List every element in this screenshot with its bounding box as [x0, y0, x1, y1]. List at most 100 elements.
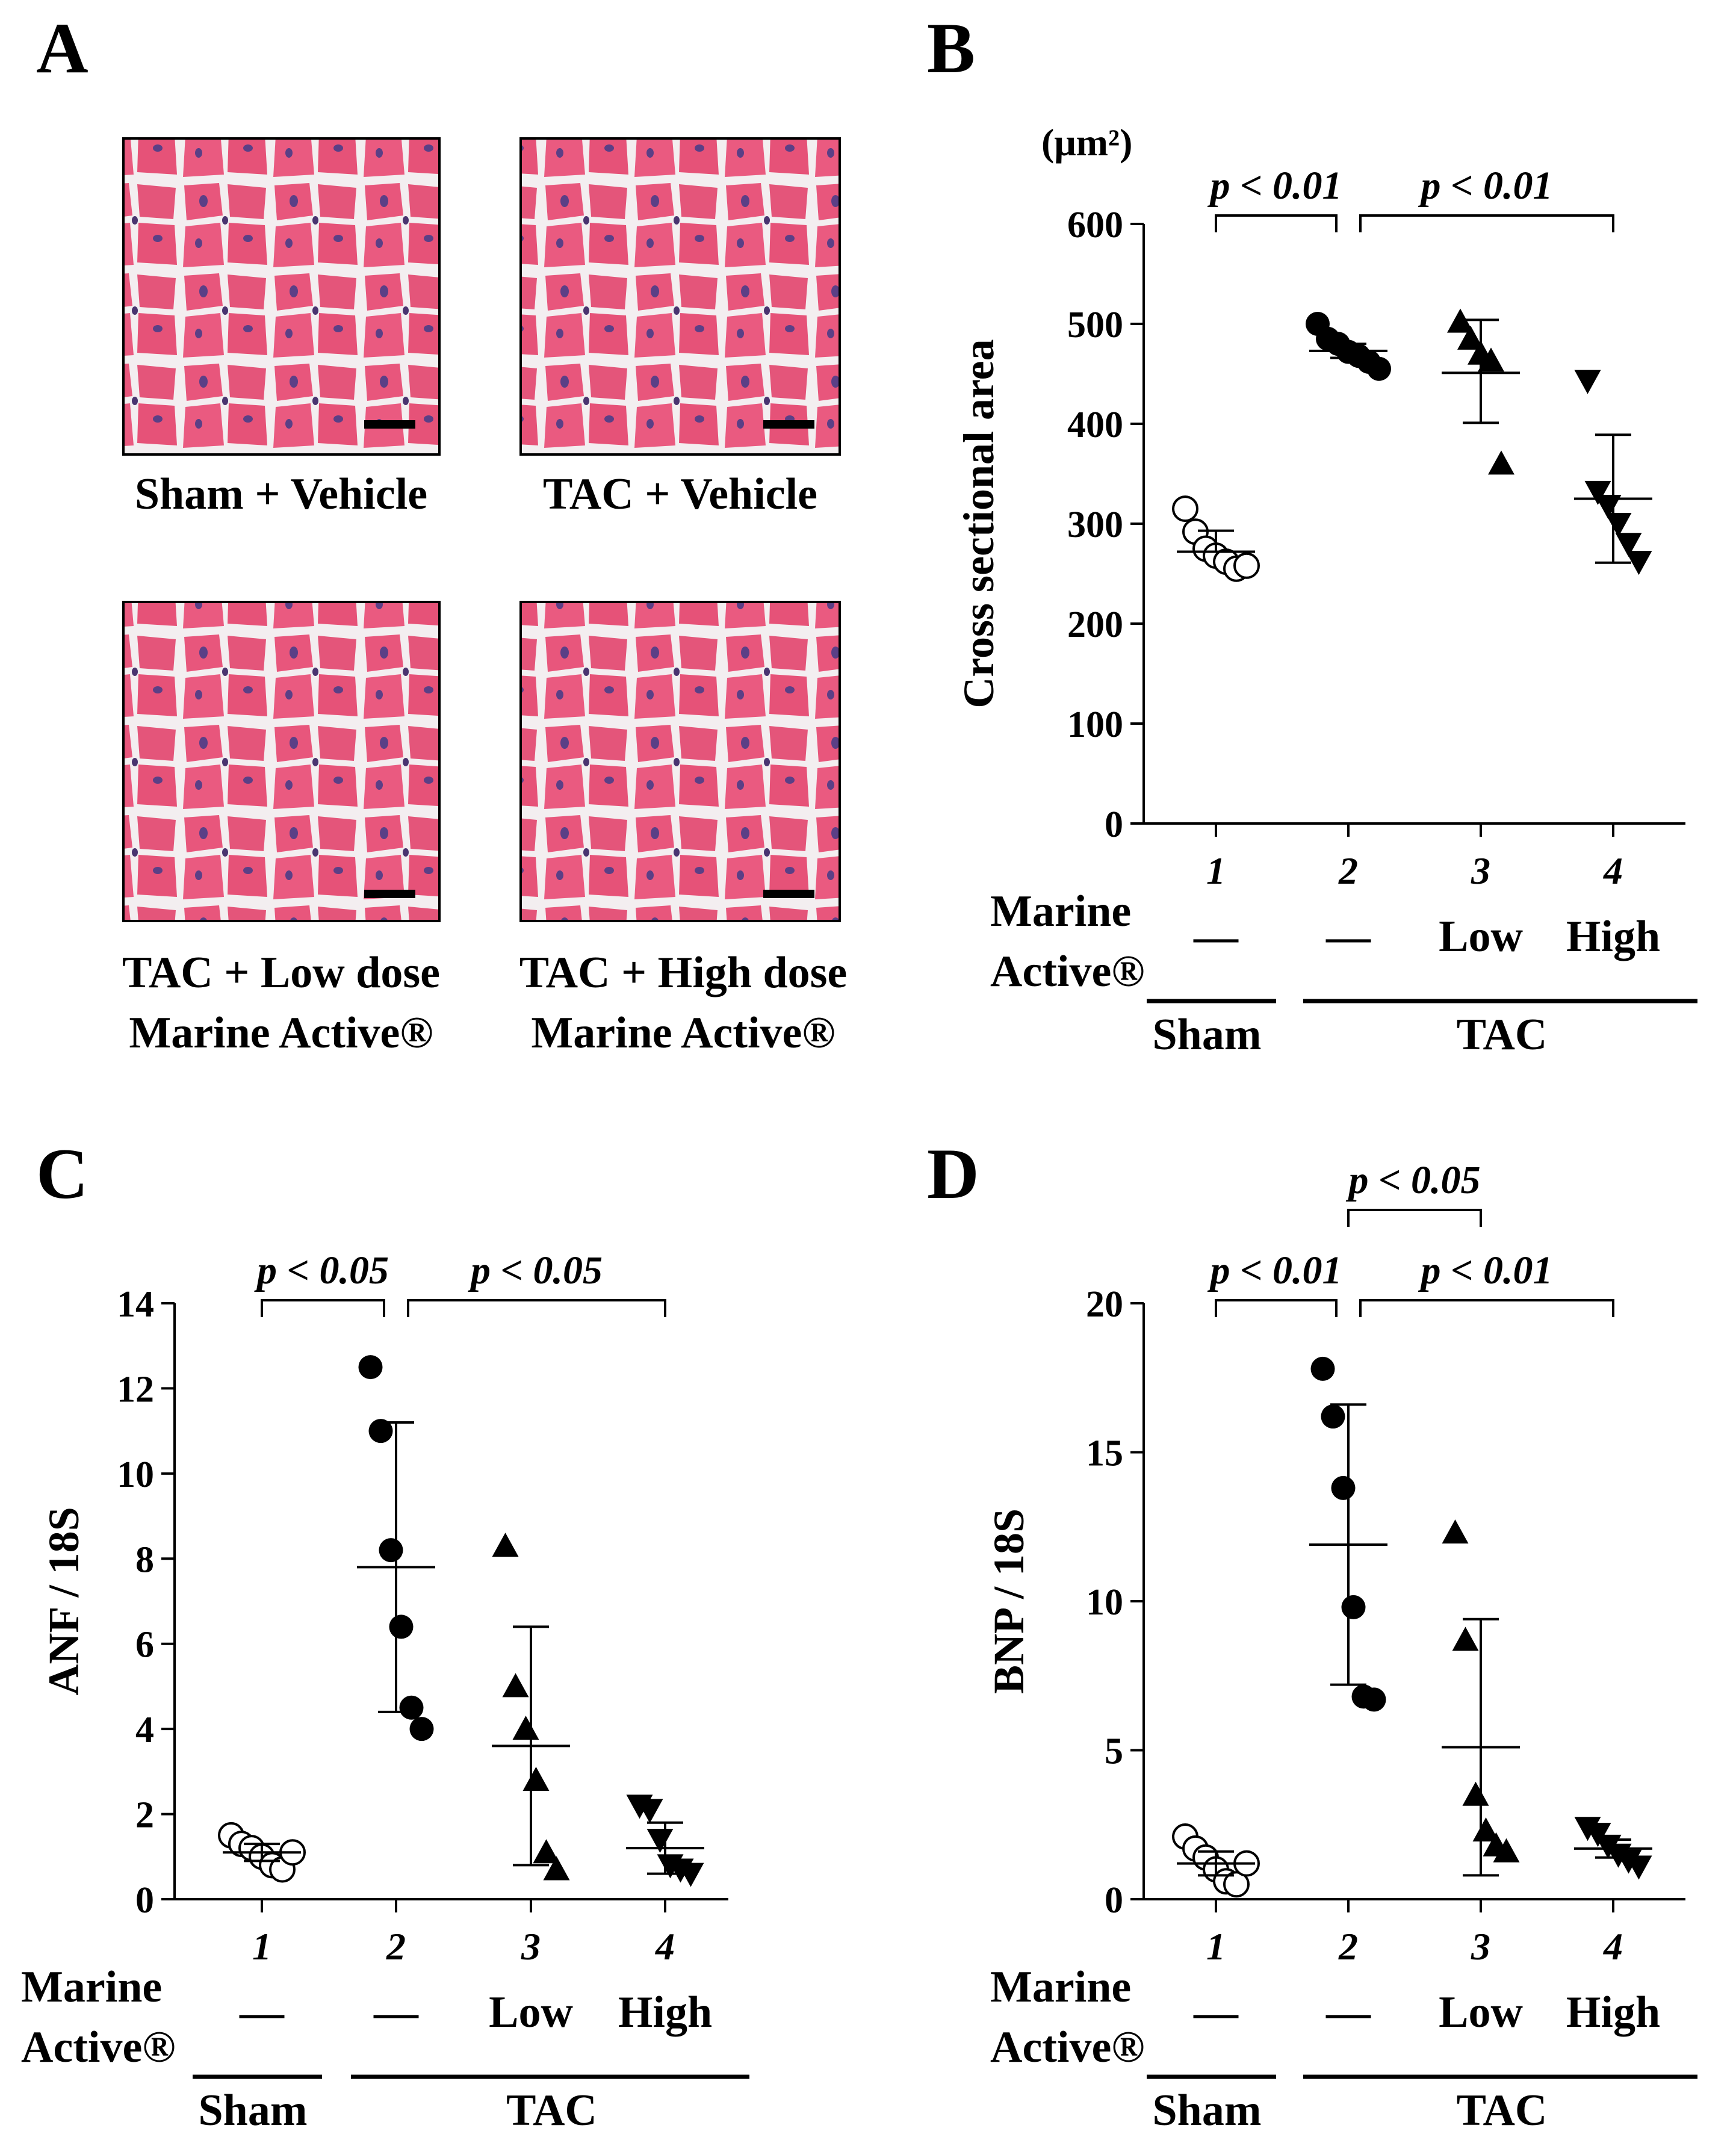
table-row-title: Active® [21, 2023, 176, 2072]
chart-panel-d: 0 5 10 15 20 BNP / 18S 1 2 3 4 Marine Active® — — Low H… [985, 1158, 1697, 2135]
data-point [1457, 325, 1484, 350]
p-value-label: p < 0.01 [1418, 164, 1552, 208]
dose-label: — [1193, 912, 1239, 961]
micrograph-label: Sham + Vehicle [135, 470, 427, 519]
group-number: 1 [1206, 1925, 1226, 1968]
panel-label-c: C [36, 1134, 88, 1214]
group-number: 2 [386, 1925, 406, 1968]
data-point [1472, 1817, 1499, 1842]
dose-label: High [1566, 1988, 1660, 2037]
data-point [1321, 1404, 1345, 1429]
p-value-label: p < 0.05 [1345, 1158, 1480, 1202]
data-point [1584, 480, 1611, 505]
data-point [1442, 1519, 1469, 1544]
data-point [636, 1799, 663, 1823]
data-point [358, 1355, 383, 1380]
panel-label-a: A [36, 8, 88, 88]
dose-label: — [1325, 912, 1371, 961]
comparison-bracket [261, 1299, 385, 1317]
y-tick-label: 0 [1105, 1880, 1123, 1921]
micrograph-label-line2: Marine Active® [129, 1008, 433, 1058]
y-tick-label: 8 [135, 1539, 154, 1580]
group-number: 1 [1206, 849, 1226, 892]
y-tick-label: 20 [1086, 1284, 1123, 1325]
y-tick-label: 12 [117, 1369, 154, 1410]
micrograph-label: TAC + Low dose [122, 948, 440, 997]
data-point [1367, 356, 1391, 381]
y-tick-label: 400 [1067, 405, 1123, 445]
y-tick-label: 10 [117, 1454, 154, 1495]
y-tick-label: 5 [1105, 1731, 1123, 1772]
y-axis-label: Cross sectional area [955, 339, 1003, 708]
dose-label: — [239, 1988, 285, 2037]
group-number: 4 [1603, 849, 1623, 892]
micrograph-label: TAC + High dose [519, 948, 848, 997]
group-number: 3 [1471, 849, 1490, 892]
data-point [543, 1856, 570, 1881]
y-axis-label: ANF / 18S [40, 1507, 88, 1695]
y-axis-unit: (μm²) [1041, 121, 1132, 164]
p-value-label: p < 0.01 [1207, 1248, 1342, 1292]
p-value-label: p < 0.05 [254, 1248, 389, 1292]
dose-label: — [373, 1988, 419, 2037]
scale-bar [763, 890, 814, 898]
data-point [368, 1419, 393, 1444]
comparison-bracket [1347, 1209, 1482, 1227]
data-point [502, 1673, 529, 1698]
data-point [533, 1839, 560, 1864]
p-value-label: p < 0.01 [1418, 1248, 1552, 1292]
data-point [1172, 495, 1198, 523]
p-value-label: p < 0.05 [468, 1248, 603, 1292]
scale-bar [364, 890, 415, 898]
data-point [399, 1695, 424, 1720]
data-point [1362, 1687, 1386, 1712]
micrograph-label: TAC + Vehicle [543, 470, 817, 519]
y-tick-label: 100 [1067, 704, 1123, 745]
group-number: 2 [1338, 1925, 1358, 1968]
data-point [1478, 347, 1504, 372]
sham-label: Sham [1153, 2086, 1262, 2135]
data-point [1341, 1595, 1366, 1619]
chart-panel-b: 0 100 200 300 400 500 600 Cross sectional area (… [955, 121, 1697, 1059]
data-point [379, 1538, 403, 1563]
dose-label: Low [1439, 1988, 1523, 2037]
dose-label: Low [1439, 912, 1523, 961]
dose-label: High [618, 1988, 712, 2037]
micrograph-tac-low-dose: TAC + Low dose Marine Active® [122, 601, 441, 1058]
comparison-bracket [1215, 214, 1338, 232]
y-tick-label: 600 [1067, 205, 1123, 246]
y-tick-label: 6 [135, 1625, 154, 1666]
data-point [1310, 1356, 1335, 1381]
data-point [409, 1717, 434, 1741]
data-point [1488, 450, 1514, 475]
group-number: 2 [1338, 849, 1358, 892]
y-tick-label: 4 [135, 1710, 154, 1751]
y-tick-label: 300 [1067, 504, 1123, 545]
data-point [1233, 552, 1260, 579]
micrograph-tac-high-dose: TAC + High dose Marine Active® [519, 601, 848, 1058]
data-point [1223, 1871, 1250, 1898]
dose-label: — [1193, 1988, 1239, 2037]
dose-label: Low [489, 1988, 573, 2037]
panel-label-d: D [927, 1134, 979, 1214]
sham-label: Sham [1153, 1010, 1262, 1059]
table-row-title: Marine [990, 887, 1131, 936]
data-point [1462, 1781, 1489, 1806]
tac-label: TAC [506, 2086, 597, 2135]
micrograph-sham-vehicle: Sham + Vehicle [122, 137, 441, 519]
micrograph-tac-vehicle: TAC + Vehicle [519, 137, 841, 519]
y-tick-label: 0 [135, 1880, 154, 1921]
data-point [512, 1716, 539, 1740]
data-point [1625, 551, 1652, 575]
y-tick-label: 15 [1086, 1433, 1123, 1474]
data-point [1595, 495, 1622, 519]
data-point [1625, 1855, 1652, 1880]
comparison-bracket [1359, 1299, 1614, 1317]
table-row-title: Active® [990, 947, 1145, 996]
data-point [492, 1533, 519, 1557]
y-tick-label: 0 [1105, 804, 1123, 845]
data-point [1615, 533, 1642, 557]
